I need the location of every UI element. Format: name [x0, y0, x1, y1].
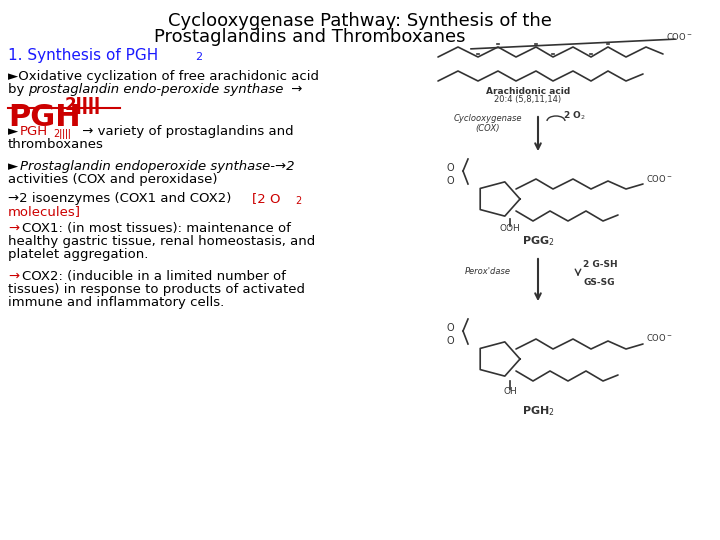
Text: Prostaglandin endoperoxide synthase-→2: Prostaglandin endoperoxide synthase-→2 [20, 160, 294, 173]
Text: Cyclooxygenase Pathway: Synthesis of the: Cyclooxygenase Pathway: Synthesis of the [168, 12, 552, 30]
Text: PGG$_2$: PGG$_2$ [522, 234, 554, 248]
Text: 2ǀǀǀǀ: 2ǀǀǀǀ [65, 96, 101, 114]
Text: 2: 2 [195, 52, 202, 62]
Text: O: O [446, 163, 454, 173]
Text: COX1: (in most tissues): maintenance of: COX1: (in most tissues): maintenance of [22, 222, 291, 235]
Text: by: by [8, 83, 29, 96]
Text: O: O [446, 176, 454, 186]
Text: 1. Synthesis of PGH: 1. Synthesis of PGH [8, 48, 158, 63]
Text: OH: OH [503, 387, 517, 396]
Text: [2 O: [2 O [252, 192, 281, 205]
Text: PGH$_2$: PGH$_2$ [521, 404, 554, 418]
Text: molecules]: molecules] [8, 205, 81, 218]
Text: COX2: (inducible in a limited number of: COX2: (inducible in a limited number of [22, 270, 286, 283]
Text: Perox'dase: Perox'dase [465, 267, 511, 276]
Text: →2 isoenzymes (COX1 and COX2): →2 isoenzymes (COX1 and COX2) [8, 192, 235, 205]
Text: immune and inflammatory cells.: immune and inflammatory cells. [8, 296, 224, 309]
Text: Arachidonic acid: Arachidonic acid [486, 87, 570, 96]
Text: ►: ► [8, 160, 18, 173]
Text: COO$^-$: COO$^-$ [666, 31, 693, 42]
Text: → variety of prostaglandins and: → variety of prostaglandins and [78, 125, 294, 138]
Text: prostaglandin endo-peroxide synthase: prostaglandin endo-peroxide synthase [28, 83, 284, 96]
Text: Prostaglandins and Thromboxanes: Prostaglandins and Thromboxanes [154, 28, 466, 46]
Text: healthy gastric tissue, renal homeostasis, and: healthy gastric tissue, renal homeostasi… [8, 235, 315, 248]
Text: →: → [287, 83, 302, 96]
Text: activities (COX and peroxidase): activities (COX and peroxidase) [8, 173, 217, 186]
Text: →: → [8, 222, 19, 235]
Text: O: O [446, 336, 454, 346]
Text: Cyclooxygenase
(COX): Cyclooxygenase (COX) [454, 113, 522, 133]
Text: COO$^-$: COO$^-$ [646, 332, 672, 343]
Text: thromboxanes: thromboxanes [8, 138, 104, 151]
Text: 2 G-SH: 2 G-SH [583, 260, 618, 269]
Text: GS-SG: GS-SG [583, 278, 614, 287]
Text: OOH: OOH [500, 224, 521, 233]
Text: COO$^-$: COO$^-$ [646, 173, 672, 184]
Text: 2: 2 [295, 196, 301, 206]
Text: 2ǀǀǀǀ: 2ǀǀǀǀ [53, 129, 71, 139]
Text: PGH: PGH [20, 125, 48, 138]
Text: O: O [446, 323, 454, 333]
Text: ►: ► [8, 125, 18, 138]
Text: 2 O$_2$: 2 O$_2$ [563, 110, 585, 123]
Text: platelet aggregation.: platelet aggregation. [8, 248, 148, 261]
Text: tissues) in response to products of activated: tissues) in response to products of acti… [8, 283, 305, 296]
Text: →: → [8, 270, 19, 283]
Text: PGH: PGH [8, 103, 81, 132]
Text: 20:4 (5,8,11,14): 20:4 (5,8,11,14) [495, 95, 562, 104]
Text: ►Oxidative cyclization of free arachidonic acid: ►Oxidative cyclization of free arachidon… [8, 70, 319, 83]
